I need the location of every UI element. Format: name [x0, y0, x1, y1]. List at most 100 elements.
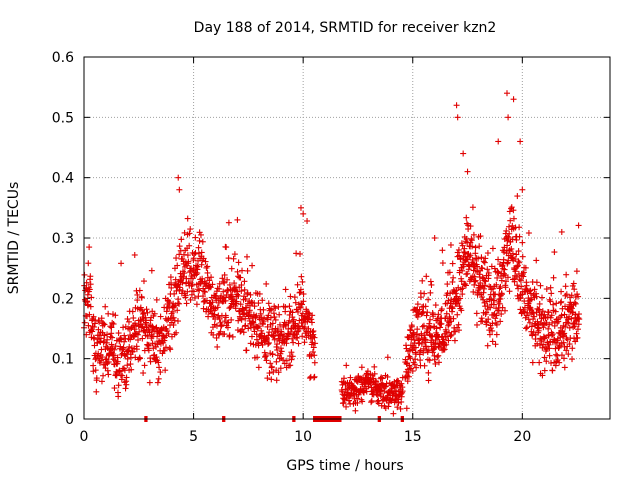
data-point: [427, 324, 434, 331]
data-point: [483, 319, 490, 326]
data-point: [552, 308, 559, 315]
data-point: [290, 316, 297, 323]
data-point: [224, 286, 231, 293]
data-point: [242, 322, 249, 329]
data-point: [210, 331, 217, 338]
data-point: [289, 335, 296, 342]
data-point: [139, 335, 146, 342]
data-point: [98, 315, 105, 322]
data-point: [560, 339, 567, 346]
data-point: [110, 352, 117, 359]
data-point: [196, 229, 203, 236]
data-point: [264, 375, 271, 382]
data-point: [193, 271, 200, 278]
data-point: [152, 325, 159, 332]
data-point: [136, 287, 143, 294]
x-tick-label: 20: [513, 429, 531, 445]
data-point: [499, 262, 506, 269]
data-point: [111, 385, 118, 392]
data-point: [143, 306, 150, 313]
data-point: [92, 367, 99, 374]
data-point: [312, 340, 319, 347]
data-point: [292, 299, 299, 306]
data-point: [498, 277, 505, 284]
data-point: [167, 346, 174, 353]
data-point: [572, 311, 579, 318]
data-point: [414, 331, 421, 338]
data-point: [504, 233, 511, 240]
data-point: [489, 327, 496, 334]
data-point: [271, 313, 278, 320]
data-point: [407, 327, 414, 334]
data-point: [225, 255, 232, 262]
data-point: [137, 304, 144, 311]
data-point: [298, 273, 305, 280]
data-point: [489, 245, 496, 252]
data-point: [93, 388, 100, 395]
grid: [83, 56, 610, 420]
data-point: [424, 309, 431, 316]
data-point: [263, 280, 270, 287]
data-point: [161, 347, 168, 354]
data-point: [459, 285, 466, 292]
data-point: [298, 320, 305, 327]
y-tick-label: 0.3: [52, 231, 74, 247]
data-point: [422, 336, 429, 343]
data-point: [531, 313, 538, 320]
data-point: [474, 321, 481, 328]
data-point: [419, 309, 426, 316]
data-point: [244, 267, 251, 274]
data-point: [449, 305, 456, 312]
chart-title: Day 188 of 2014, SRMTID for receiver kzn…: [194, 20, 497, 36]
data-point: [243, 347, 250, 354]
data-point: [555, 344, 562, 351]
data-point: [115, 393, 122, 400]
data-point: [517, 138, 524, 145]
data-point: [506, 288, 513, 295]
data-point: [412, 344, 419, 351]
data-point: [285, 332, 292, 339]
data-point: [432, 302, 439, 309]
y-axis-label: SRMTID / TECUs: [6, 182, 22, 295]
data-point: [561, 311, 568, 318]
data-point: [264, 316, 271, 323]
data-point: [166, 299, 173, 306]
data-point: [133, 346, 140, 353]
data-point: [266, 370, 273, 377]
data-point: [173, 287, 180, 294]
data-point: [136, 328, 143, 335]
data-point: [86, 244, 93, 251]
data-point: [161, 337, 168, 344]
data-point: [278, 348, 285, 355]
data-point: [144, 333, 151, 340]
data-point: [140, 278, 147, 285]
data-point: [301, 324, 308, 331]
data-point: [405, 373, 412, 380]
data-point: [510, 215, 517, 222]
data-point: [163, 308, 170, 315]
data-point: [122, 385, 129, 392]
data-point: [402, 356, 409, 363]
data-point: [454, 311, 461, 318]
data-point: [497, 318, 504, 325]
data-point: [216, 280, 223, 287]
data-point: [354, 399, 361, 406]
data-point: [287, 362, 294, 369]
data-point: [237, 301, 244, 308]
data-point: [118, 260, 125, 267]
data-point: [165, 330, 172, 337]
data-point: [506, 208, 513, 215]
data-point: [561, 364, 568, 371]
data-point: [91, 323, 98, 330]
data-point: [520, 308, 527, 315]
data-point: [553, 351, 560, 358]
data-point: [162, 344, 169, 351]
data-point: [374, 381, 381, 388]
data-point: [547, 298, 554, 305]
data-point: [548, 312, 555, 319]
data-point: [283, 357, 290, 364]
data-point: [199, 238, 206, 245]
data-point: [541, 311, 548, 318]
data-point: [294, 334, 301, 341]
data-point: [493, 331, 500, 338]
